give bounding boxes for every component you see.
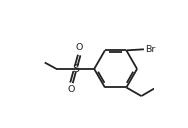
Text: O: O — [76, 43, 83, 52]
Text: S: S — [72, 64, 79, 74]
Text: Br: Br — [145, 45, 155, 54]
Text: O: O — [68, 85, 75, 94]
